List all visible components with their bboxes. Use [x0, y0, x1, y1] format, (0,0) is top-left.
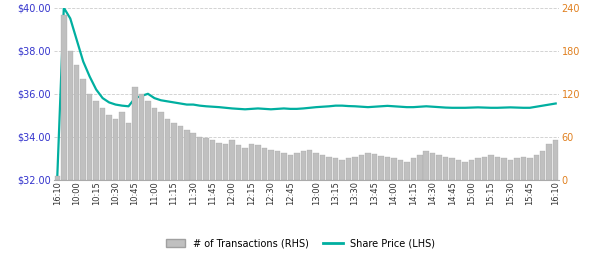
Bar [191, 133, 196, 180]
Bar [553, 140, 558, 180]
Bar [307, 150, 313, 180]
Bar [126, 123, 131, 180]
Bar [365, 153, 371, 180]
Bar [475, 158, 481, 180]
Bar [333, 158, 338, 180]
Bar [326, 157, 332, 180]
Bar [398, 160, 403, 180]
Bar [495, 157, 500, 180]
Bar [87, 94, 93, 180]
Bar [223, 144, 228, 180]
Bar [55, 176, 60, 180]
Bar [456, 160, 462, 180]
Bar [242, 148, 248, 180]
Bar [430, 153, 436, 180]
Bar [67, 51, 73, 180]
Bar [488, 155, 494, 180]
Bar [275, 151, 280, 180]
Bar [314, 153, 319, 180]
Bar [501, 158, 507, 180]
Bar [184, 130, 189, 180]
Bar [404, 162, 410, 180]
Bar [177, 126, 183, 180]
Bar [378, 155, 383, 180]
Bar [346, 158, 352, 180]
Bar [210, 140, 215, 180]
Bar [320, 155, 326, 180]
Bar [216, 143, 222, 180]
Bar [113, 119, 118, 180]
Bar [165, 119, 170, 180]
Bar [100, 108, 105, 180]
Bar [288, 155, 293, 180]
Legend: # of Transactions (RHS), Share Price (LHS): # of Transactions (RHS), Share Price (LH… [162, 234, 439, 252]
Bar [462, 162, 468, 180]
Bar [255, 145, 261, 180]
Bar [482, 157, 487, 180]
Bar [132, 87, 138, 180]
Bar [139, 94, 144, 180]
Bar [424, 151, 429, 180]
Bar [119, 112, 125, 180]
Bar [391, 158, 397, 180]
Bar [540, 151, 546, 180]
Bar [514, 158, 520, 180]
Bar [534, 155, 539, 180]
Bar [151, 108, 157, 180]
Bar [340, 160, 345, 180]
Bar [106, 115, 112, 180]
Bar [74, 65, 79, 180]
Bar [294, 153, 299, 180]
Bar [300, 151, 306, 180]
Bar [352, 157, 358, 180]
Bar [359, 155, 364, 180]
Bar [81, 79, 86, 180]
Bar [436, 155, 442, 180]
Bar [93, 101, 99, 180]
Bar [268, 150, 273, 180]
Bar [450, 158, 455, 180]
Bar [236, 145, 242, 180]
Bar [230, 140, 235, 180]
Bar [204, 138, 209, 180]
Bar [281, 153, 287, 180]
Bar [249, 144, 254, 180]
Bar [171, 123, 177, 180]
Bar [261, 148, 267, 180]
Bar [197, 137, 203, 180]
Bar [508, 160, 513, 180]
Bar [385, 157, 390, 180]
Bar [546, 144, 552, 180]
Bar [443, 157, 448, 180]
Bar [158, 112, 163, 180]
Bar [61, 15, 67, 180]
Bar [410, 158, 416, 180]
Bar [520, 157, 526, 180]
Bar [417, 155, 423, 180]
Bar [527, 158, 532, 180]
Bar [372, 154, 377, 180]
Bar [469, 160, 474, 180]
Bar [145, 101, 151, 180]
